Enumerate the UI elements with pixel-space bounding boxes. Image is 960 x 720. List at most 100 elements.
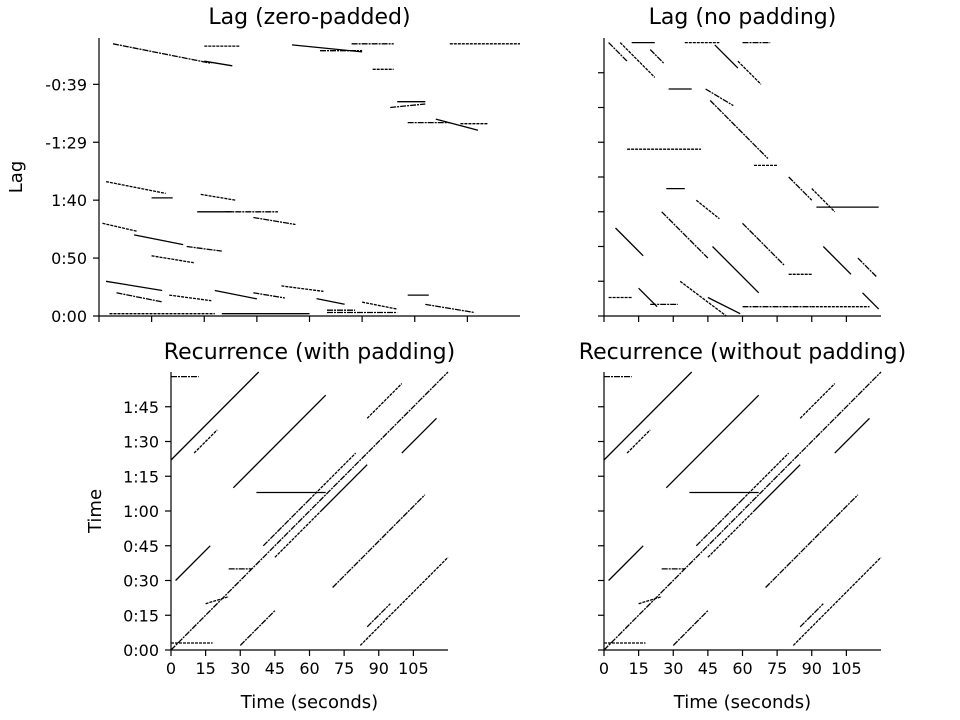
y-axis-ticks: 0:00 0:15 0:30 0:45 1:00 1:15 1:30 1:45 (123, 398, 171, 660)
heatmap-segment-28 (679, 280, 727, 317)
y-axis-ticks (598, 72, 604, 317)
heatmap-segment-29 (316, 297, 345, 305)
heatmap-segment-12 (239, 610, 276, 646)
x-tick-label-1: 15 (628, 659, 648, 678)
x-axis-ticks (603, 316, 847, 322)
heatmap-marks (603, 371, 882, 651)
heatmap-segment-6 (332, 494, 426, 588)
heatmap-segment-5 (232, 394, 327, 489)
x-tick-label-3: 45 (265, 659, 285, 678)
heatmap-segment-20 (133, 234, 184, 246)
y-tick-label-2: 0:30 (123, 572, 159, 591)
y-axis-ticks: 0:00 0:50 1:40 -1:29 -0:39 (45, 75, 99, 326)
y-tick-label-7: 1:45 (123, 398, 159, 417)
heatmap-segment-4 (193, 429, 218, 454)
heatmap-segment-13 (799, 383, 836, 419)
heatmap-segment-13 (366, 383, 403, 419)
y-tick-label-4: -0:39 (45, 75, 87, 94)
heatmap-segment-1 (619, 42, 656, 78)
heatmap-segment-26 (638, 287, 658, 308)
heatmap-segment-10 (274, 510, 322, 558)
heatmap-marks (102, 43, 520, 315)
x-tick-label-5: 75 (334, 659, 354, 678)
heatmap-segment-32 (862, 292, 880, 310)
heatmap-segment-2 (170, 371, 260, 461)
x-tick-label-3: 45 (698, 659, 718, 678)
heatmap-segment-1 (792, 556, 882, 646)
heatmap-segment-19 (638, 596, 662, 605)
panel-title: Recurrence (without padding) (579, 340, 906, 365)
heatmap-segment-20 (712, 246, 760, 294)
y-tick-label-3: -1:29 (45, 133, 87, 152)
heatmap-segment-5 (714, 44, 739, 69)
panel-recurrence-with-padding: Recurrence (with padding) Time (seconds)… (85, 340, 455, 713)
x-tick-label-1: 15 (195, 659, 215, 678)
x-axis-label: Time (seconds) (240, 692, 378, 713)
y-tick-label-0: 0:00 (51, 307, 87, 326)
heatmap-segment-23 (105, 280, 163, 292)
x-axis-label: Time (seconds) (673, 692, 811, 713)
heatmap-segment-11 (175, 545, 211, 581)
heatmap-segment-19 (205, 596, 229, 605)
heatmap-segment-3 (366, 603, 391, 628)
x-axis-ticks: 0 15 30 45 60 75 90 105 (599, 650, 862, 678)
x-axis-ticks: 0 15 30 45 60 75 90 105 (166, 650, 429, 678)
panel-title: Lag (zero-padded) (208, 5, 410, 30)
heatmap-segment-11 (435, 118, 479, 131)
heatmap-segment-15 (788, 176, 813, 201)
heatmap-segment-16 (811, 188, 836, 213)
heatmap-segment-9 (695, 498, 743, 547)
heatmap-segment-9 (709, 100, 769, 159)
x-tick-label-6: 90 (802, 659, 822, 678)
y-tick-label-4: 1:00 (123, 502, 159, 521)
heatmap-marks (608, 41, 880, 317)
panel-title: Lag (no padding) (649, 5, 837, 30)
heatmap-segment-22 (151, 255, 194, 264)
heatmap-segment-24 (116, 292, 163, 303)
heatmap-segment-16 (200, 193, 236, 201)
y-tick-label-1: 0:15 (123, 606, 159, 625)
heatmap-segment-26 (214, 289, 258, 300)
heatmap-segment-29 (707, 296, 741, 315)
heatmap-segment-7 (742, 452, 790, 500)
heatmap-segment-14 (834, 417, 870, 454)
y-tick-label-2: 1:40 (51, 191, 87, 210)
heatmap-segment-0 (608, 42, 628, 62)
x-tick-label-7: 105 (398, 659, 429, 678)
heatmap-segment-4 (626, 429, 651, 454)
x-tick-label-2: 30 (230, 659, 250, 678)
y-axis-label: Time (85, 489, 106, 534)
heatmap-segment-8 (753, 464, 801, 512)
panel-lag-no-padding: Lag (no padding) (598, 5, 881, 322)
heatmap-segment-9 (262, 498, 310, 547)
heatmap-segment-27 (253, 292, 286, 299)
heatmap-segment-24 (857, 257, 877, 278)
panel-lag-zero-padded: Lag (zero-padded) Lag 0:00 0:50 1:40 -1:29 -… (6, 5, 520, 326)
y-axis-ticks (598, 406, 604, 651)
heatmap-segment-7 (737, 60, 762, 85)
heatmap-segment-5 (204, 60, 233, 67)
heatmap-segment-12 (705, 88, 734, 107)
heatmap-segment-21 (186, 245, 222, 252)
heatmap-segment-33 (425, 303, 475, 314)
y-tick-label-5: 1:15 (123, 467, 159, 486)
x-tick-label-0: 0 (599, 659, 609, 678)
x-tick-label-4: 60 (299, 659, 319, 678)
y-tick-label-1: 0:50 (51, 249, 87, 268)
y-tick-label-3: 0:45 (123, 537, 159, 556)
heatmap-segment-5 (665, 394, 760, 489)
heatmap-segment-10 (707, 510, 755, 558)
y-tick-label-0: 0:00 (123, 641, 159, 660)
x-tick-label-0: 0 (166, 659, 176, 678)
heatmap-segment-6 (765, 494, 859, 588)
panel-recurrence-without-padding: Recurrence (without padding) Time (secon… (579, 340, 906, 713)
heatmap-segment-3 (649, 49, 665, 64)
panel-title: Recurrence (with padding) (164, 340, 455, 365)
heatmap-marks (170, 371, 449, 651)
heatmap-segment-31 (361, 301, 398, 310)
x-axis-ticks (98, 316, 468, 322)
heatmap-segment-18 (253, 216, 296, 226)
x-tick-label-4: 60 (732, 659, 752, 678)
heatmap-segment-2 (603, 371, 693, 461)
